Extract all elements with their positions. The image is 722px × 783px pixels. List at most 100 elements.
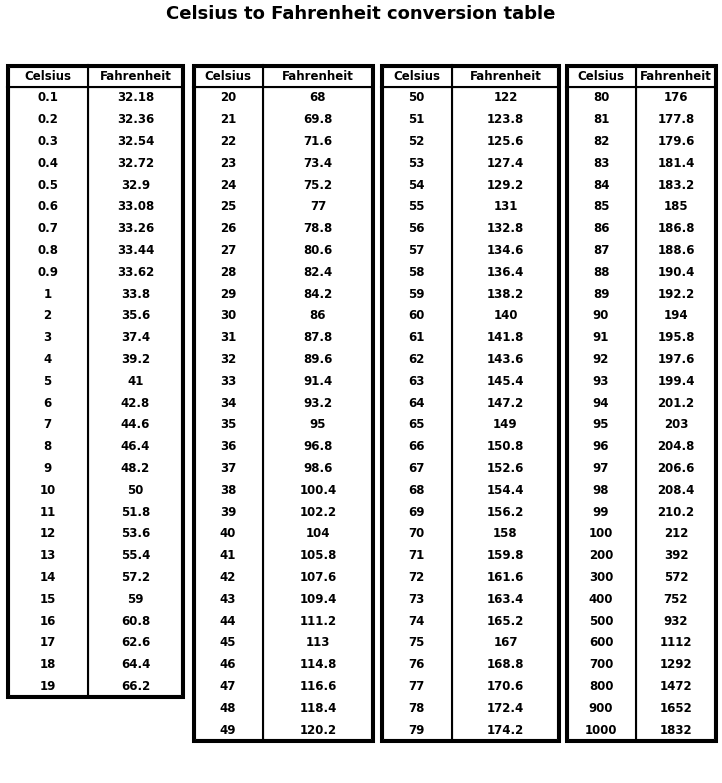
Text: 60: 60 xyxy=(409,309,425,323)
Text: 10: 10 xyxy=(40,484,56,496)
Text: 105.8: 105.8 xyxy=(300,549,336,562)
Text: 165.2: 165.2 xyxy=(487,615,524,628)
Text: 68: 68 xyxy=(408,484,425,496)
Text: Fahrenheit: Fahrenheit xyxy=(100,70,171,82)
Text: 201.2: 201.2 xyxy=(658,397,695,410)
Text: 58: 58 xyxy=(408,265,425,279)
Text: 136.4: 136.4 xyxy=(487,265,524,279)
Text: 194: 194 xyxy=(664,309,688,323)
Text: 116.6: 116.6 xyxy=(300,680,336,693)
Text: 11: 11 xyxy=(40,506,56,518)
Text: Celsius to Fahrenheit conversion table: Celsius to Fahrenheit conversion table xyxy=(166,5,556,23)
Text: 932: 932 xyxy=(664,615,688,628)
Text: 32.9: 32.9 xyxy=(121,179,150,192)
Text: 17: 17 xyxy=(40,637,56,649)
Text: 167: 167 xyxy=(493,637,518,649)
Text: 66.2: 66.2 xyxy=(121,680,150,693)
Text: 91: 91 xyxy=(593,331,609,345)
Text: 195.8: 195.8 xyxy=(657,331,695,345)
Text: 132.8: 132.8 xyxy=(487,222,524,235)
Text: 168.8: 168.8 xyxy=(487,659,524,671)
Text: 113: 113 xyxy=(306,637,330,649)
Text: 1292: 1292 xyxy=(660,659,692,671)
Text: 44.6: 44.6 xyxy=(121,418,150,431)
Text: 500: 500 xyxy=(588,615,613,628)
Text: 33.8: 33.8 xyxy=(121,287,150,301)
Text: 41: 41 xyxy=(127,375,144,388)
Text: 0.9: 0.9 xyxy=(37,265,58,279)
Text: 32.72: 32.72 xyxy=(117,157,154,170)
Text: 8: 8 xyxy=(43,440,52,453)
Text: 19: 19 xyxy=(39,680,56,693)
Text: 72: 72 xyxy=(409,571,425,584)
Text: 152.6: 152.6 xyxy=(487,462,524,475)
Text: 131: 131 xyxy=(493,200,518,214)
Text: 4: 4 xyxy=(43,353,52,366)
Text: 15: 15 xyxy=(39,593,56,606)
Text: 0.2: 0.2 xyxy=(37,114,58,126)
Text: 89.6: 89.6 xyxy=(303,353,333,366)
Text: 300: 300 xyxy=(589,571,613,584)
Text: 129.2: 129.2 xyxy=(487,179,524,192)
Text: 104: 104 xyxy=(305,528,330,540)
Text: 203: 203 xyxy=(664,418,688,431)
Text: 900: 900 xyxy=(588,702,613,715)
Text: 98: 98 xyxy=(593,484,609,496)
Text: 48.2: 48.2 xyxy=(121,462,150,475)
Text: 140: 140 xyxy=(493,309,518,323)
Text: 74: 74 xyxy=(409,615,425,628)
Text: Celsius: Celsius xyxy=(578,70,625,82)
Text: 43: 43 xyxy=(219,593,236,606)
Text: 95: 95 xyxy=(593,418,609,431)
Text: 176: 176 xyxy=(664,92,688,104)
Text: 23: 23 xyxy=(220,157,236,170)
Text: 143.6: 143.6 xyxy=(487,353,524,366)
Text: 78.8: 78.8 xyxy=(303,222,333,235)
Text: 59: 59 xyxy=(408,287,425,301)
Text: 94: 94 xyxy=(593,397,609,410)
Text: Celsius: Celsius xyxy=(393,70,440,82)
Text: 55.4: 55.4 xyxy=(121,549,150,562)
Text: 0.7: 0.7 xyxy=(37,222,58,235)
Text: 52: 52 xyxy=(409,135,425,148)
Text: 36: 36 xyxy=(219,440,236,453)
Text: 16: 16 xyxy=(39,615,56,628)
Text: 49: 49 xyxy=(219,723,236,737)
Text: 40: 40 xyxy=(219,528,236,540)
Text: 55: 55 xyxy=(408,200,425,214)
Text: 35: 35 xyxy=(219,418,236,431)
Text: 25: 25 xyxy=(219,200,236,214)
Text: 2: 2 xyxy=(43,309,51,323)
Text: 14: 14 xyxy=(39,571,56,584)
Text: 123.8: 123.8 xyxy=(487,114,524,126)
Text: 93.2: 93.2 xyxy=(303,397,333,410)
Text: 80.6: 80.6 xyxy=(303,244,333,257)
Text: 20: 20 xyxy=(220,92,236,104)
Text: 141.8: 141.8 xyxy=(487,331,524,345)
Text: 177.8: 177.8 xyxy=(657,114,695,126)
Text: 34: 34 xyxy=(219,397,236,410)
Text: 73: 73 xyxy=(409,593,425,606)
Text: 98.6: 98.6 xyxy=(303,462,333,475)
Text: 78: 78 xyxy=(409,702,425,715)
Text: 33.44: 33.44 xyxy=(117,244,155,257)
Text: 33.08: 33.08 xyxy=(117,200,154,214)
Text: 61: 61 xyxy=(409,331,425,345)
Text: 32.36: 32.36 xyxy=(117,114,154,126)
Text: 21: 21 xyxy=(220,114,236,126)
Text: 97: 97 xyxy=(593,462,609,475)
Text: 86: 86 xyxy=(310,309,326,323)
Text: 33: 33 xyxy=(220,375,236,388)
Text: 33.62: 33.62 xyxy=(117,265,154,279)
Text: 122: 122 xyxy=(493,92,518,104)
Text: 80: 80 xyxy=(593,92,609,104)
Text: 69.8: 69.8 xyxy=(303,114,333,126)
Text: 118.4: 118.4 xyxy=(300,702,336,715)
Text: 64: 64 xyxy=(408,397,425,410)
Text: 1000: 1000 xyxy=(585,723,617,737)
Text: 199.4: 199.4 xyxy=(657,375,695,388)
Text: 35.6: 35.6 xyxy=(121,309,150,323)
Text: 44: 44 xyxy=(219,615,236,628)
Bar xyxy=(9,67,181,695)
Text: 76: 76 xyxy=(409,659,425,671)
